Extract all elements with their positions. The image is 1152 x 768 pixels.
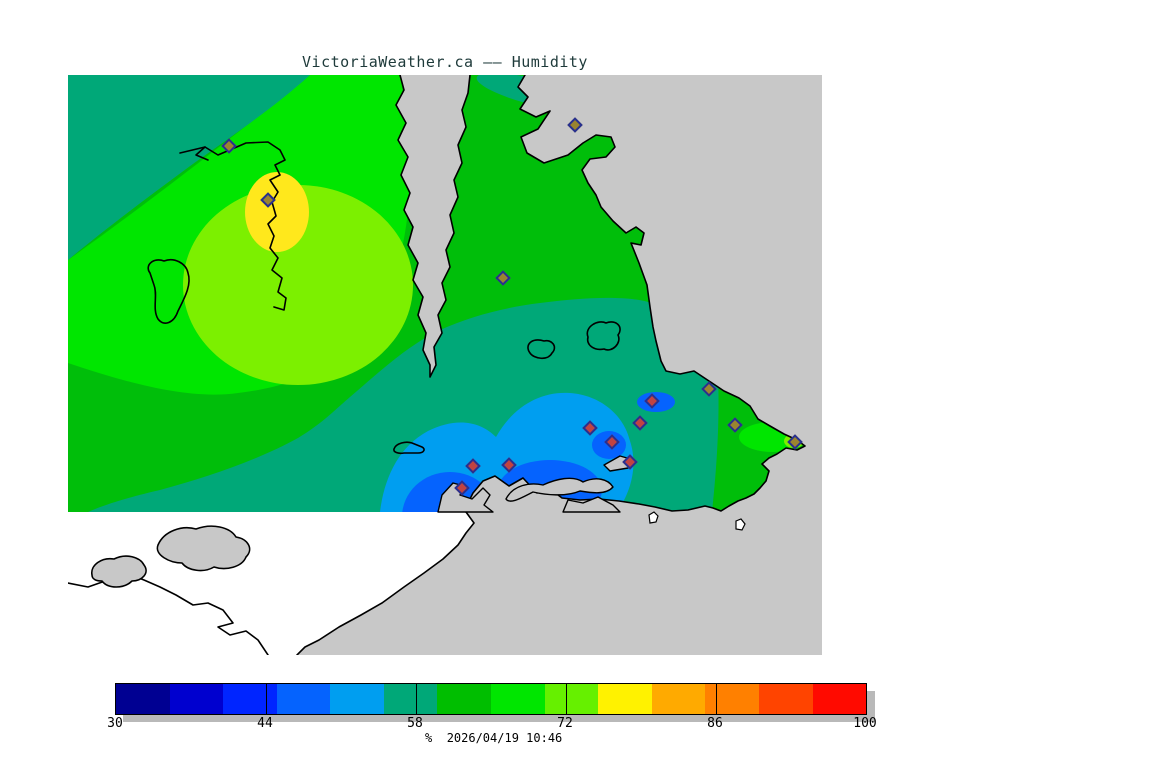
colorbar-tick-label: 30 [107,716,123,731]
colorbar-segment [276,684,331,714]
colorbar-tick [416,684,417,714]
colorbar-segment [223,684,277,714]
colorbar-tick-labels: 30 44 58 72 86 100 [107,716,877,731]
colorbar-tick [266,684,267,714]
colorbar-segment [437,684,492,714]
islets [648,511,746,531]
humidity-map [68,75,822,655]
colorbar-tick-label: 58 [407,716,423,731]
map-canvas [68,75,822,655]
colorbar-segment [491,684,545,714]
colorbar-segment [651,684,706,714]
sea-islands [91,525,251,588]
colorbar-segment [812,684,867,714]
colorbar-segment [544,684,599,714]
colorbar-tick-label: 72 [557,716,573,731]
humidity-colorbar [115,683,867,715]
colorbar-tick-label: 86 [707,716,723,731]
colorbar-segment [116,684,170,714]
colorbar-tick-label: 100 [853,716,877,731]
colorbar-footer: % 2026/04/19 10:46 [425,731,562,745]
page-title: VictoriaWeather.ca —— Humidity [302,53,588,71]
colorbar-tick [566,684,567,714]
colorbar-tick [716,684,717,714]
colorbar-segment [705,684,759,714]
timestamp-label: 2026/04/19 10:46 [446,731,563,745]
colorbar-segment [330,684,384,714]
colorbar-segment [758,684,813,714]
colorbar-tick-label: 44 [257,716,273,731]
colorbar-segment [598,684,652,714]
strait-region [396,75,470,377]
colorbar-segment [383,684,438,714]
colorbar-segment [169,684,224,714]
unit-label: % [425,731,433,745]
